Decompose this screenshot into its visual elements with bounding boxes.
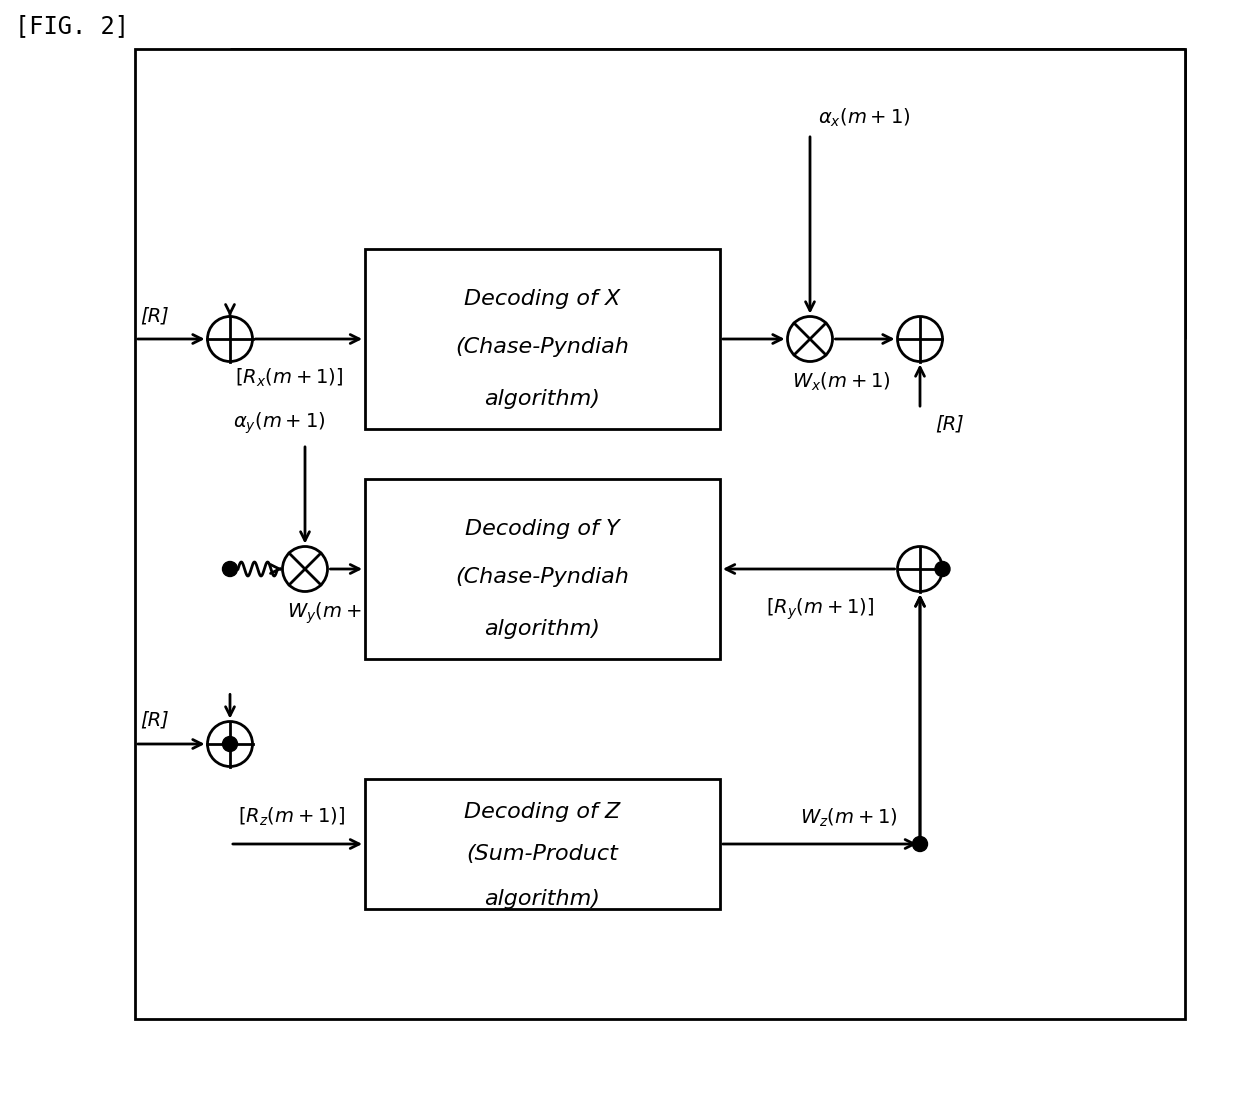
Circle shape: [913, 836, 928, 852]
Text: algorithm): algorithm): [485, 889, 600, 909]
Circle shape: [935, 562, 950, 577]
Text: [FIG. 2]: [FIG. 2]: [15, 14, 129, 38]
Text: Decoding of Y: Decoding of Y: [465, 519, 620, 539]
Text: $[R_x(m+1)]$: $[R_x(m+1)]$: [236, 367, 343, 389]
Text: [R]: [R]: [140, 306, 169, 325]
Bar: [365, 779, 720, 909]
Text: $[R_z(m+1)]$: $[R_z(m+1)]$: [238, 806, 345, 828]
Text: $[R_y(m+1)]$: $[R_y(m+1)]$: [766, 597, 874, 622]
Text: (Sum-Product: (Sum-Product: [466, 844, 619, 864]
Text: (Chase-Pyndiah: (Chase-Pyndiah: [455, 567, 630, 587]
Text: Decoding of Z: Decoding of Z: [464, 802, 621, 822]
Text: $W_y(m+1)$: $W_y(m+1)$: [286, 601, 386, 626]
Text: [R]: [R]: [935, 414, 963, 433]
Bar: [365, 249, 720, 429]
Text: $\alpha_x(m+1)$: $\alpha_x(m+1)$: [818, 107, 910, 129]
Bar: [365, 479, 720, 659]
Text: (Chase-Pyndiah: (Chase-Pyndiah: [455, 337, 630, 357]
Text: algorithm): algorithm): [485, 619, 600, 639]
Text: algorithm): algorithm): [485, 389, 600, 409]
Text: [R]: [R]: [140, 711, 169, 730]
Text: $W_x(m+1)$: $W_x(m+1)$: [792, 371, 890, 393]
Text: $\alpha_y(m+1)$: $\alpha_y(m+1)$: [233, 411, 325, 436]
Text: Decoding of X: Decoding of X: [464, 289, 621, 309]
Circle shape: [222, 736, 238, 752]
Bar: [135, 49, 1185, 1019]
Text: $W_z(m+1)$: $W_z(m+1)$: [800, 807, 898, 829]
Circle shape: [222, 562, 238, 577]
